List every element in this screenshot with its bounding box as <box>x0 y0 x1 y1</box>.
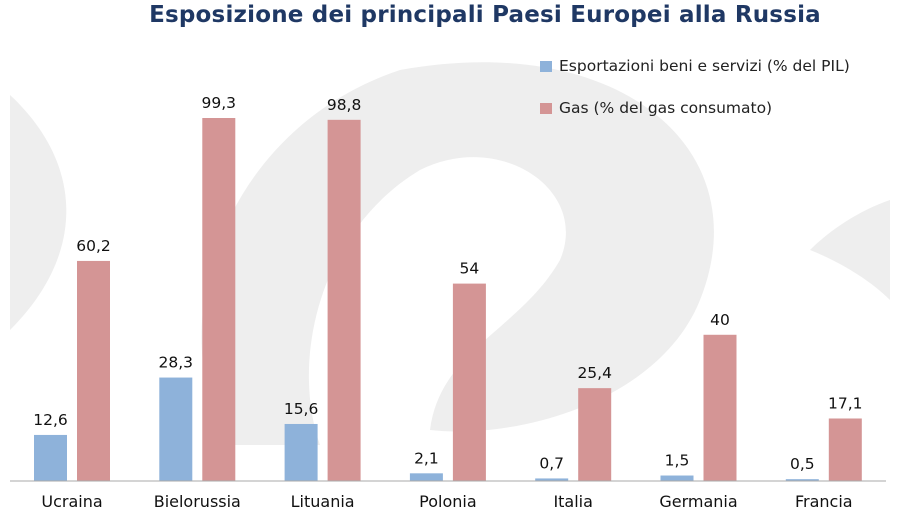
value-label-exports-germania: 1,5 <box>665 452 690 470</box>
value-label-exports-ucraina: 12,6 <box>33 411 68 429</box>
bar-exports-francia <box>785 479 819 481</box>
bar-gas-polonia <box>452 283 486 481</box>
legend-swatch-exports <box>540 60 552 72</box>
value-label-gas-francia: 17,1 <box>828 394 863 412</box>
value-label-exports-bielorussia: 28,3 <box>159 354 194 372</box>
bar-gas-bielorussia <box>202 118 236 481</box>
category-label-francia: Francia <box>795 492 853 510</box>
category-label-bielorussia: Bielorussia <box>154 492 241 510</box>
bar-exports-bielorussia <box>159 377 193 481</box>
chart-title: Esposizione dei principali Paesi Europei… <box>149 2 821 28</box>
legend-item-exports: Esportazioni beni e servizi (% del PIL) <box>540 56 850 76</box>
value-label-exports-francia: 0,5 <box>790 455 815 473</box>
category-label-germania: Germania <box>659 492 737 510</box>
value-label-gas-ucraina: 60,2 <box>76 237 111 255</box>
bar-exports-lituania <box>284 423 318 481</box>
legend: Esportazioni beni e servizi (% del PIL) … <box>540 56 850 118</box>
bar-gas-germania <box>703 334 737 481</box>
value-label-exports-polonia: 2,1 <box>414 449 439 467</box>
bar-gas-ucraina <box>77 260 110 481</box>
value-label-gas-italia: 25,4 <box>577 364 612 382</box>
category-label-polonia: Polonia <box>419 492 477 510</box>
bar-gas-lituania <box>327 119 361 482</box>
value-label-gas-polonia: 54 <box>460 260 480 278</box>
bar-exports-italia <box>535 478 569 481</box>
watermark-logo <box>10 62 890 446</box>
bar-gas-italia <box>578 388 612 481</box>
value-label-gas-lituania: 98,8 <box>327 96 362 114</box>
bar-exports-germania <box>660 475 694 481</box>
value-label-gas-germania: 40 <box>710 311 730 329</box>
legend-label-exports: Esportazioni beni e servizi (% del PIL) <box>559 57 850 75</box>
bars-group <box>34 118 862 482</box>
category-label-ucraina: Ucraina <box>41 492 102 510</box>
category-label-italia: Italia <box>553 492 593 510</box>
bar-gas-francia <box>828 418 862 481</box>
legend-item-gas: Gas (% del gas consumato) <box>540 98 850 118</box>
value-label-gas-bielorussia: 99,3 <box>202 94 237 112</box>
legend-label-gas: Gas (% del gas consumato) <box>559 99 773 117</box>
bar-exports-polonia <box>409 473 443 481</box>
legend-swatch-gas <box>540 102 552 114</box>
value-label-exports-lituania: 15,6 <box>284 400 319 418</box>
bar-exports-ucraina <box>34 434 67 481</box>
value-labels: 12,6 60,2 28,3 99,3 15,6 98,8 2,1 54 0,7 25,4 1,5 4… <box>33 94 862 473</box>
value-label-exports-italia: 0,7 <box>539 454 564 472</box>
category-labels: Ucraina Bielorussia Lituania Polonia Italia G… <box>41 492 852 510</box>
category-label-lituania: Lituania <box>291 492 355 510</box>
